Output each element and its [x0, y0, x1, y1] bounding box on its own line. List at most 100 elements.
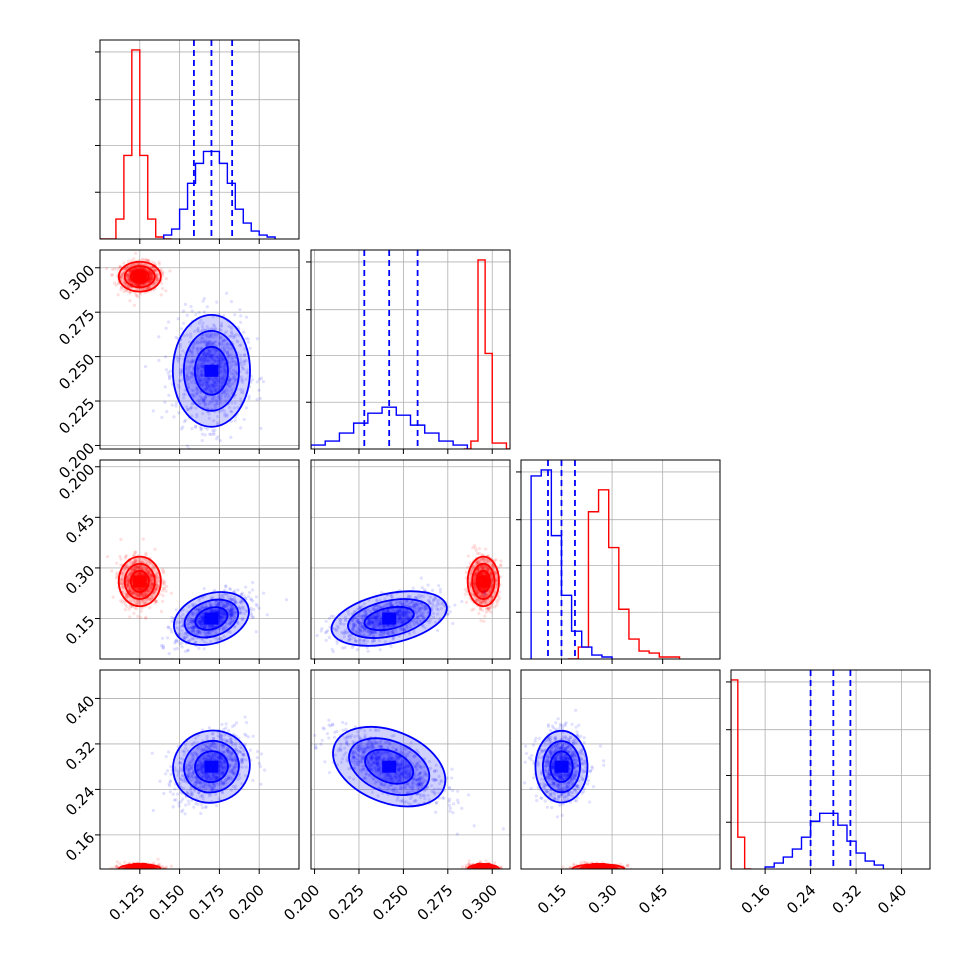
scatter-point [252, 607, 256, 612]
scatter-point [229, 357, 233, 361]
scatter-point [145, 569, 149, 573]
scatter-point [481, 588, 485, 592]
scatter-point [262, 591, 266, 595]
scatter-point [207, 350, 212, 354]
scatter-point [192, 625, 196, 629]
scatter-point [191, 620, 195, 624]
scatter-point [191, 628, 195, 632]
scatter-point [191, 358, 195, 363]
scatter-point [223, 348, 227, 352]
scatter-point [199, 426, 204, 431]
scatter-point [147, 589, 151, 593]
scatter-point [479, 573, 483, 577]
scatter-point [487, 607, 491, 611]
scatter-point [254, 630, 258, 634]
scatter-point [198, 607, 202, 611]
scatter-point [150, 594, 154, 598]
scatter-point [211, 354, 215, 358]
scatter-point [199, 623, 203, 627]
scatter-point [170, 630, 174, 634]
scatter-point [251, 599, 255, 603]
scatter-point [228, 370, 232, 374]
scatter-point [221, 612, 225, 616]
scatter-point [215, 398, 219, 403]
scatter-point [489, 605, 493, 609]
scatter-point [229, 616, 233, 620]
scatter-point [176, 626, 180, 630]
scatter-point [123, 566, 127, 571]
scatter-point [203, 388, 207, 393]
scatter-point [193, 602, 197, 607]
scatter-point [220, 610, 225, 614]
scatter-point [137, 587, 141, 591]
scatter-point [135, 566, 140, 570]
scatter-point [244, 377, 248, 381]
scatter-point [227, 607, 231, 612]
scatter-point [133, 558, 137, 563]
scatter-point [486, 609, 490, 613]
scatter-point [209, 391, 213, 395]
scatter-point [495, 578, 499, 582]
scatter-point [218, 615, 222, 619]
scatter-point [193, 626, 198, 630]
scatter-point [211, 608, 216, 612]
scatter-point [189, 360, 193, 365]
scatter-point [472, 579, 476, 584]
scatter-point [219, 321, 224, 325]
scatter-point [205, 631, 209, 635]
scatter-point [128, 589, 132, 593]
scatter-point [140, 267, 144, 271]
scatter-point [247, 397, 251, 401]
scatter-point [229, 604, 234, 608]
scatter-point [232, 375, 236, 379]
scatter-point [210, 383, 214, 387]
scatter-point [473, 546, 477, 550]
scatter-point [221, 612, 225, 616]
scatter-point [195, 347, 200, 351]
scatter-point [212, 324, 217, 328]
scatter-point [132, 599, 136, 603]
scatter-point [229, 612, 233, 616]
scatter-point [199, 616, 203, 620]
scatter-point [119, 578, 123, 582]
scatter-point [494, 579, 498, 583]
scatter-point [138, 587, 142, 591]
scatter-point [242, 417, 246, 422]
scatter-point [190, 349, 194, 353]
scatter-point [196, 608, 201, 612]
scatter-point [142, 287, 146, 291]
scatter-point [230, 620, 235, 624]
scatter-point [195, 340, 200, 345]
scatter-point [207, 349, 212, 353]
scatter-point [121, 585, 125, 589]
scatter-point [110, 273, 114, 277]
scatter-point [218, 612, 222, 616]
scatter-point [149, 279, 153, 283]
scatter-point [161, 643, 165, 648]
scatter-point [485, 566, 490, 570]
scatter-point [193, 425, 198, 429]
scatter-point [200, 618, 204, 622]
scatter-point [127, 595, 131, 599]
scatter-point [202, 631, 207, 636]
scatter-point [486, 607, 490, 611]
scatter-point [230, 611, 235, 615]
scatter-point [128, 588, 132, 592]
scatter-point [127, 586, 131, 590]
scatter-point [205, 342, 209, 346]
scatter-point [482, 564, 486, 569]
scatter-point [476, 561, 480, 565]
scatter-point [156, 276, 160, 280]
scatter-point [209, 640, 213, 644]
scatter-point [472, 580, 476, 585]
scatter-point [177, 621, 182, 625]
scatter-point [162, 582, 167, 587]
scatter-point [130, 567, 135, 571]
scatter-point [241, 380, 245, 384]
scatter-point [235, 362, 239, 366]
scatter-point [128, 573, 132, 577]
scatter-point [184, 635, 188, 639]
scatter-point [136, 283, 140, 287]
scatter-point [232, 615, 237, 619]
scatter-point [201, 615, 205, 619]
